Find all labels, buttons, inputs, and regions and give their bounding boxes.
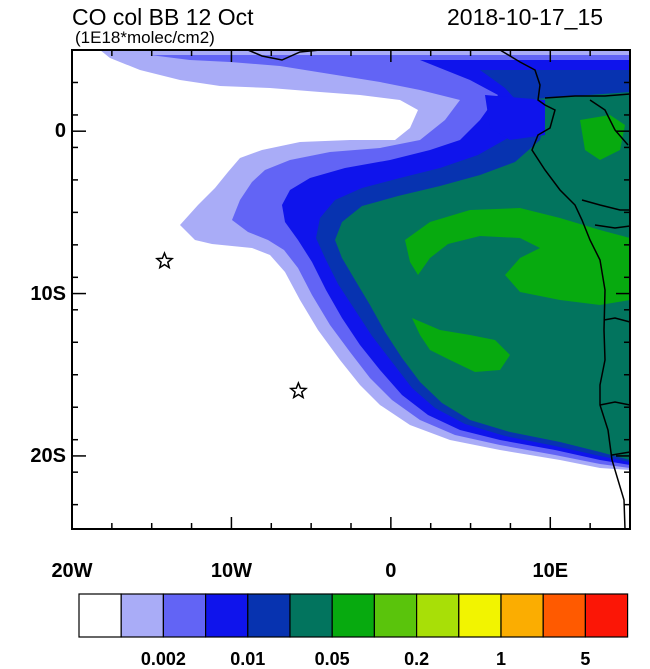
colorbar-box [247,593,291,638]
axis-ticks [71,49,631,529]
plot-title: CO col BB 12 Oct [72,4,254,30]
colorbar-box [373,593,418,638]
colorbar-box [120,593,164,638]
colorbar-box [205,593,249,638]
colorbar-label: 0.05 [314,649,350,669]
colorbar-box [542,593,587,638]
plume-level-6 [405,208,630,305]
marker-layer [154,251,308,400]
colorbar-box [78,593,122,638]
colorbar-box [416,593,460,638]
x-tick-label: 10E [532,560,569,582]
colorbar-box [584,593,629,638]
star-icon [288,380,308,400]
y-tick-label: 0 [54,120,66,143]
star-icon [154,251,175,270]
colorbar-label: 0.002 [140,649,186,669]
x-tick-label: 10W [210,560,252,582]
plume-level-6b [412,318,510,372]
colorbar-label: 5 [580,649,591,669]
colorbar-label: 0.01 [230,649,266,669]
x-tick-label: 20W [51,560,93,582]
valid-time: 2018-10-17_15 [447,4,604,30]
colorbar-box [162,593,207,638]
colorbar-label: 1 [495,649,506,669]
colorbar-box [289,593,333,638]
colorbar-box [458,593,502,638]
colorbar-label: 0.2 [404,649,430,669]
coastline [247,49,631,530]
y-tick-label: 10S [30,282,66,305]
units-label: (1E18*molec/cm2) [75,28,215,47]
y-tick-label: 20S [30,444,66,467]
colorbar-box [331,593,376,638]
plume-level-4b [485,95,545,140]
x-tick-label: 0 [385,560,397,582]
colorbar-box [500,593,544,638]
